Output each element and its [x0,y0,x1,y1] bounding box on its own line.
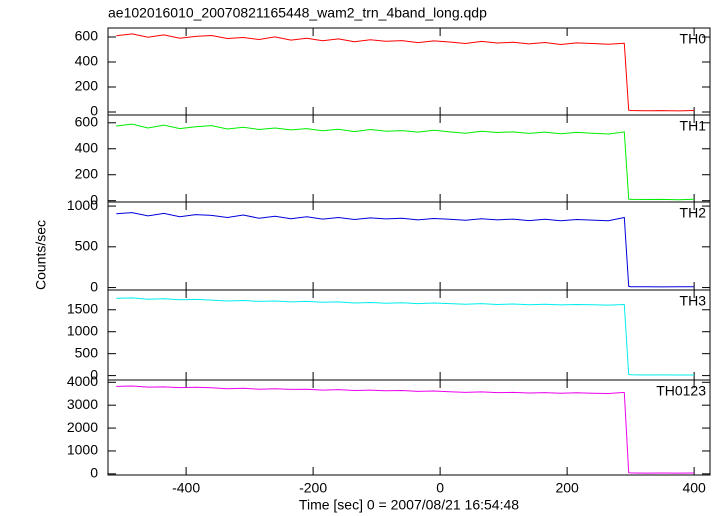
y-tick-label: 2000 [67,419,98,435]
y-tick-label: 0 [90,191,98,207]
x-tick-label: 0 [436,480,444,496]
chart-title: ae102016010_20070821165448_wam2_trn_4ban… [108,5,487,21]
y-axis-label: Counts/sec [33,220,49,290]
y-tick-label: 200 [75,78,99,94]
y-tick-label: 500 [75,238,99,254]
y-tick-label: 400 [75,139,99,155]
y-tick-label: 0 [90,103,98,119]
y-tick-label: 400 [75,53,99,69]
y-tick-label: 3000 [67,396,98,412]
y-tick-label: 500 [75,344,99,360]
y-tick-label: 0 [90,366,98,382]
series-label: TH0123 [656,383,706,399]
y-tick-label: 600 [75,113,99,129]
y-tick-label: 0 [90,465,98,481]
x-axis-label: Time [sec] 0 = 2007/08/21 16:54:48 [299,497,519,513]
x-tick-label: 400 [682,480,706,496]
series-label: TH1 [680,118,707,134]
panel-frame [107,379,711,476]
series-line [116,33,695,112]
y-tick-label: 200 [75,165,99,181]
y-tick-label: 600 [75,28,99,44]
x-tick-label: 200 [555,480,579,496]
x-tick-label: -200 [299,480,327,496]
y-tick-label: 0 [90,278,98,294]
series-label: TH3 [680,293,707,309]
panel-frame [107,114,711,203]
series-line [116,297,695,376]
series-line [116,123,695,201]
y-tick-label: 1000 [67,322,98,338]
series-line [116,385,695,474]
series-line [116,212,695,288]
y-tick-label: 1000 [67,197,98,213]
y-tick-label: 1500 [67,300,98,316]
series-label: TH2 [680,205,707,221]
y-tick-label: 1000 [67,442,98,458]
x-tick-label: -400 [172,480,200,496]
y-tick-label: 4000 [67,373,98,389]
series-label: TH0 [680,31,707,47]
